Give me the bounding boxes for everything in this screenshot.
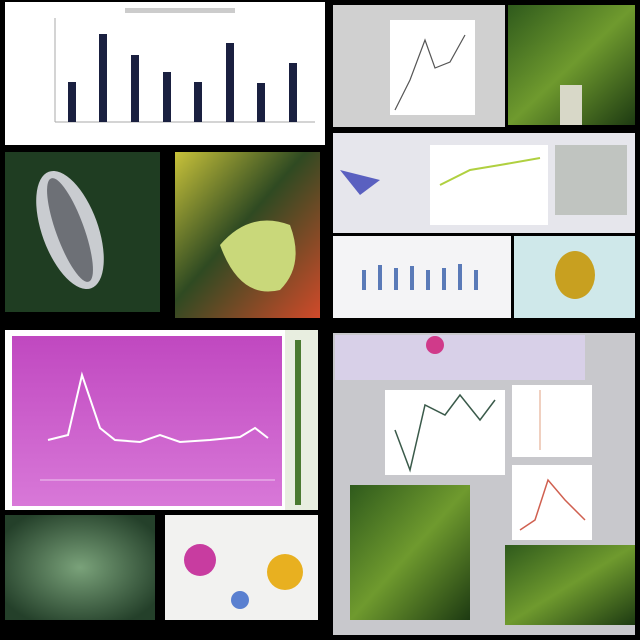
shape bbox=[125, 8, 235, 13]
shape bbox=[362, 270, 366, 290]
shape bbox=[410, 266, 414, 290]
leaf-image bbox=[5, 515, 318, 620]
fossil-image bbox=[5, 152, 160, 312]
shape bbox=[560, 85, 582, 125]
shape bbox=[99, 34, 107, 122]
line-chart-panel bbox=[5, 330, 318, 510]
shape bbox=[267, 554, 303, 590]
shape bbox=[12, 336, 282, 506]
shape bbox=[333, 236, 511, 318]
shape bbox=[362, 264, 478, 290]
abstract-image bbox=[175, 152, 320, 318]
shape bbox=[512, 385, 592, 457]
shape bbox=[47, 371, 269, 444]
shape bbox=[442, 268, 446, 290]
shape bbox=[519, 478, 586, 531]
screenshot-panel-2 bbox=[333, 133, 635, 318]
shape bbox=[295, 340, 301, 505]
shape bbox=[340, 170, 380, 195]
shape bbox=[426, 336, 444, 354]
shape bbox=[184, 544, 216, 576]
shape bbox=[512, 465, 592, 540]
shape bbox=[257, 83, 265, 122]
bar-chart-panel bbox=[5, 2, 325, 145]
shape bbox=[47, 178, 93, 282]
shape bbox=[285, 330, 318, 510]
shape bbox=[505, 545, 635, 625]
shape bbox=[394, 268, 398, 290]
shape bbox=[289, 63, 297, 122]
shape bbox=[220, 220, 296, 292]
shape bbox=[394, 393, 496, 473]
shape bbox=[231, 591, 249, 609]
shape bbox=[378, 265, 382, 290]
shape bbox=[474, 270, 478, 290]
shape bbox=[458, 264, 462, 290]
shape bbox=[430, 145, 548, 225]
shape bbox=[163, 72, 171, 122]
shape bbox=[385, 390, 505, 475]
shape bbox=[350, 485, 470, 620]
shape bbox=[555, 145, 627, 215]
shape bbox=[68, 82, 76, 122]
shape bbox=[439, 157, 541, 186]
shape bbox=[226, 43, 234, 122]
screenshot-panel-3 bbox=[333, 333, 635, 635]
shape bbox=[426, 270, 430, 290]
shape bbox=[394, 34, 466, 111]
shape bbox=[194, 82, 202, 122]
shape bbox=[5, 515, 155, 620]
shape bbox=[555, 251, 595, 299]
screenshot-panel bbox=[333, 5, 635, 127]
shape bbox=[131, 55, 139, 122]
shape bbox=[335, 335, 585, 380]
shape bbox=[390, 20, 475, 115]
